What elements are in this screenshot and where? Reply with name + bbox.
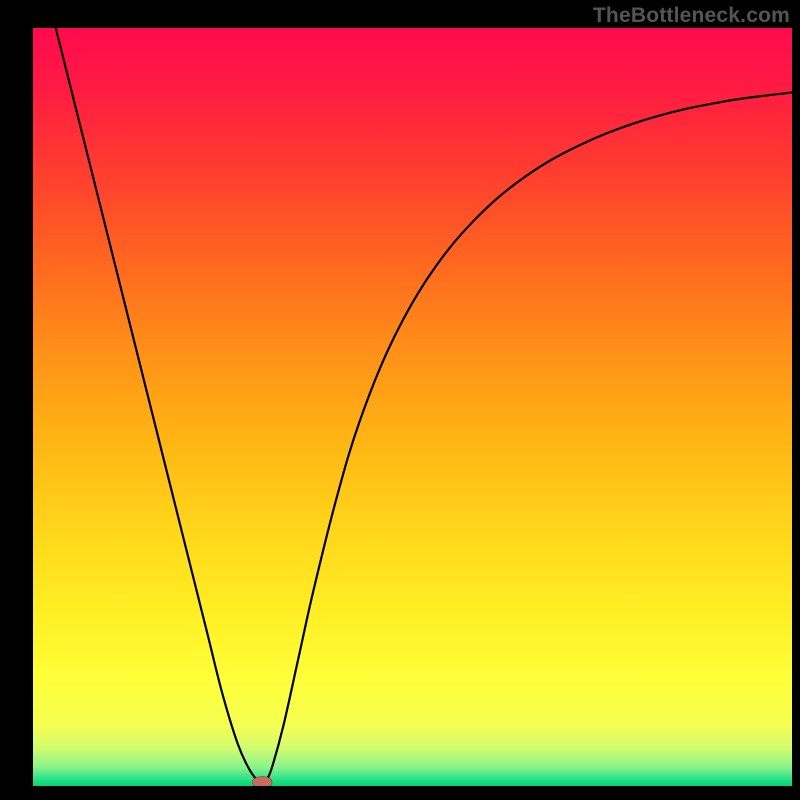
chart-container: TheBottleneck.com bbox=[0, 0, 800, 800]
site-watermark: TheBottleneck.com bbox=[593, 4, 790, 28]
bottleneck-chart bbox=[33, 28, 792, 786]
plot-area bbox=[33, 28, 792, 786]
gradient-background bbox=[33, 28, 792, 786]
bottleneck-marker bbox=[252, 777, 272, 786]
